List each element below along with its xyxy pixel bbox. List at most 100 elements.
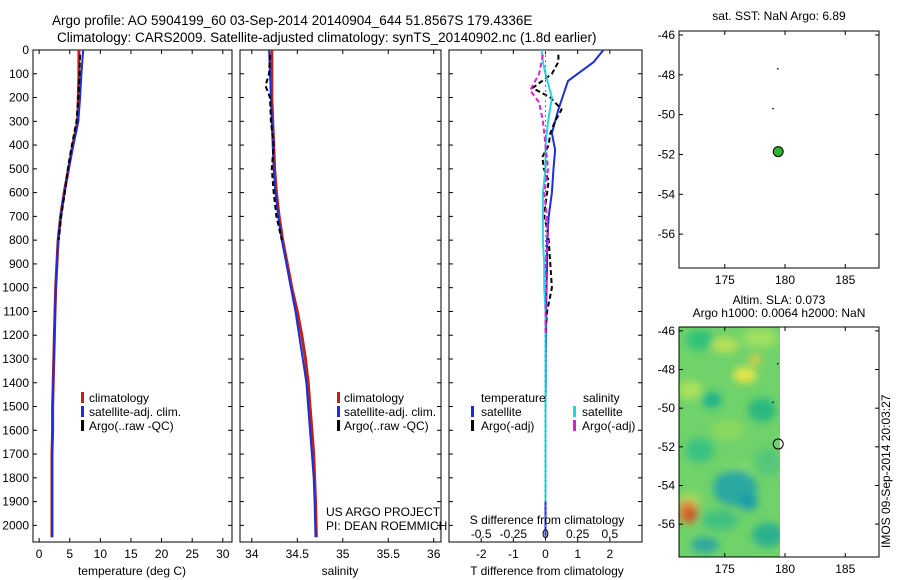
depth-tick-label: 0 <box>22 43 29 57</box>
legend-label: satellite <box>481 405 522 419</box>
lon-tick-label: 175 <box>715 562 735 576</box>
depth-tick-label: 200 <box>9 91 29 105</box>
difference-xlabel: T difference from climatology <box>470 564 624 578</box>
legend-swatch-satellite <box>81 406 84 417</box>
depth-tick-label: 1300 <box>2 352 29 366</box>
title-line-2: Climatology: CARS2009. Satellite-adjuste… <box>57 30 597 45</box>
series-line-satellite-adj-clim- <box>268 49 317 538</box>
lon-tick-label: 185 <box>835 273 855 287</box>
salinity-panel <box>239 49 442 543</box>
temperature-xlabel: temperature (deg C) <box>78 564 186 578</box>
x-tick-label: 0 <box>542 547 549 561</box>
track-dot <box>772 107 774 110</box>
lat-tick-label: -56 <box>658 227 676 241</box>
sst-map-panel <box>678 30 880 269</box>
sla-heatmap-blobs <box>679 328 780 553</box>
legend-swatch-argo <box>81 420 84 431</box>
lon-tick-label: 185 <box>835 562 855 576</box>
x-tick-label: 34 <box>245 547 259 561</box>
depth-tick-label: 600 <box>9 186 29 200</box>
legend-label: climatology <box>89 391 149 405</box>
depth-tick-label: 1500 <box>2 400 29 414</box>
legend-label: Argo(..raw -QC) <box>344 419 429 433</box>
legend-label: climatology <box>344 391 404 405</box>
sla-cell <box>684 508 696 522</box>
project-note: US ARGO PROJECT <box>326 505 441 519</box>
x-tick-label: 0 <box>36 547 43 561</box>
legend-label: satellite <box>582 405 623 419</box>
sla-map-title-1: Altim. SLA: 0.073 <box>733 293 826 307</box>
lat-tick-label: -48 <box>658 68 676 82</box>
legend-label: satellite-adj. clim. <box>344 405 436 419</box>
lon-tick-label: 180 <box>775 562 795 576</box>
s-tick-label: 0.25 <box>566 527 590 541</box>
lat-tick-label: -46 <box>658 28 676 42</box>
x-tick-label: 15 <box>124 547 138 561</box>
difference-legend: temperature salinity satellite Argo(-adj… <box>471 391 635 433</box>
series-line-salinity-argo-adj- <box>529 54 550 336</box>
sla-cell <box>679 380 702 400</box>
pi-note: PI: DEAN ROEMMICH <box>326 519 447 533</box>
series-line-argo-raw-qc- <box>264 54 283 241</box>
lon-tick-label: 175 <box>715 273 735 287</box>
depth-tick-label: 800 <box>9 233 29 247</box>
sla-cell <box>702 392 722 408</box>
salinity-xlabel: salinity <box>322 564 359 578</box>
legend-label: Argo(-adj) <box>481 419 534 433</box>
depth-tick-label: 500 <box>9 162 29 176</box>
x-tick-label: 1 <box>574 547 581 561</box>
depth-tick-label: 1600 <box>2 423 29 437</box>
depth-tick-label: 1000 <box>2 281 29 295</box>
x-tick-label: 35.5 <box>377 547 401 561</box>
legend-salinity-header: salinity <box>583 391 620 405</box>
x-tick-label: 30 <box>216 547 230 561</box>
depth-tick-label: 1900 <box>2 495 29 509</box>
legend-temperature-header: temperature <box>481 391 546 405</box>
legend-swatch-argo <box>337 420 340 431</box>
difference-top-title: S difference from climatology <box>470 513 625 527</box>
sla-cell <box>702 510 738 530</box>
lat-tick-label: -50 <box>658 401 676 415</box>
legend-label: Argo(-adj) <box>582 419 635 433</box>
sla-cell <box>686 330 714 350</box>
lon-tick-label: 180 <box>775 273 795 287</box>
x-tick-label: 2 <box>606 547 613 561</box>
depth-tick-label: 1100 <box>3 304 29 318</box>
sla-cell <box>754 448 780 476</box>
argo-position-marker <box>772 146 784 158</box>
sla-cell <box>733 367 757 383</box>
depth-tick-label: 400 <box>9 138 29 152</box>
legend-label: satellite-adj. clim. <box>89 405 181 419</box>
temperature-legend: climatology satellite-adj. clim. Argo(..… <box>81 391 181 433</box>
series-line-temperature-argo-adj- <box>531 54 563 336</box>
legend-swatch-sal-argo <box>573 420 576 431</box>
sla-cell <box>712 420 744 440</box>
sla-cell <box>752 523 780 547</box>
x-tick-label: -2 <box>476 547 487 561</box>
track-dot <box>772 401 774 404</box>
lat-tick-label: -48 <box>658 363 676 377</box>
temperature-panel <box>32 49 233 543</box>
track-dot <box>776 362 779 365</box>
legend-swatch-sal-satellite <box>573 406 576 417</box>
depth-tick-label: 300 <box>9 114 29 128</box>
lat-tick-label: -52 <box>658 440 676 454</box>
lat-tick-label: -46 <box>658 324 676 338</box>
depth-tick-label: 700 <box>9 209 29 223</box>
legend-swatch-temp-satellite <box>471 406 474 417</box>
depth-tick-label: 100 <box>9 67 29 81</box>
depth-tick-label: 1400 <box>2 376 29 390</box>
legend-swatch-climatology <box>81 392 84 403</box>
lat-tick-label: -54 <box>658 478 676 492</box>
s-tick-label: -0.5 <box>471 527 492 541</box>
sst-map-title: sat. SST: NaN Argo: 6.89 <box>712 9 846 23</box>
timestamp-stamp: IMOS 09-Sep-2014 20:03:27 <box>879 394 893 548</box>
x-tick-label: 35 <box>336 547 350 561</box>
argo-position-marker <box>772 438 784 450</box>
legend-swatch-satellite <box>337 406 340 417</box>
x-tick-label: 20 <box>155 547 169 561</box>
track-dot <box>776 68 779 70</box>
salinity-legend: climatology satellite-adj. clim. Argo(..… <box>337 391 436 433</box>
sla-frame <box>678 326 880 558</box>
